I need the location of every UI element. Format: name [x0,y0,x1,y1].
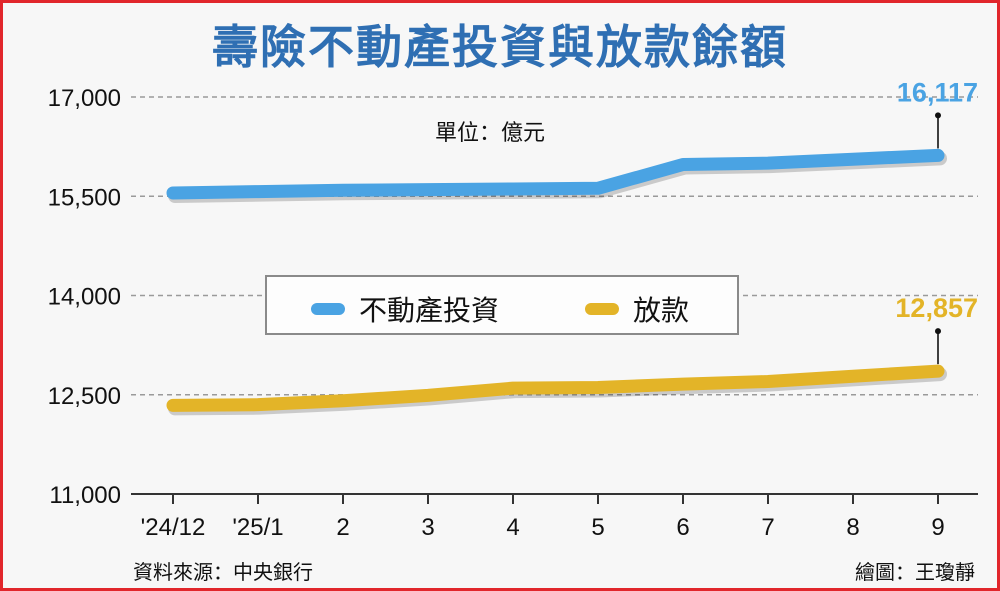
x-tick-label: 2 [336,514,349,541]
data-point-loans [682,383,684,385]
data-point-loans [597,386,599,388]
unit-label: 單位：億元 [435,121,546,146]
data-point-loans [257,404,259,406]
callout-dot [935,112,941,119]
x-tick-label: 9 [931,514,944,541]
data-point-real-estate [512,188,514,190]
callout-value-loans: 12,857 [895,293,978,323]
x-tick-label: 5 [591,514,604,541]
data-point-loans [172,404,174,406]
data-point-real-estate [597,187,599,189]
legend-item-loans: 放款 [585,289,689,329]
data-point-loans [427,394,429,396]
data-point-real-estate [172,192,174,194]
legend-item-real-estate: 不動產投資 [311,289,499,329]
data-point-loans [852,375,854,377]
series-line-loans [166,364,945,412]
x-tick-label: '25/1 [232,514,283,541]
data-point-real-estate [342,189,344,191]
data-point-real-estate [682,163,684,165]
callout-dot [935,328,941,335]
chart-title: 壽險不動產投資與放款餘額 [212,20,788,74]
data-point-real-estate [767,162,769,164]
legend: 不動產投資 放款 [265,275,739,335]
legend-label-real-estate: 不動產投資 [359,294,500,327]
data-point-loans [767,381,769,383]
data-point-real-estate [257,191,259,193]
x-tick-label: 4 [506,514,519,541]
data-point-real-estate [937,154,939,156]
series-line-real-estate [166,148,945,200]
line-chart: 11,000 12,500 14,000 15,500 17,000 '24/12 '25/… [48,77,978,541]
x-tick-label: 6 [676,514,689,541]
y-tick-label: 14,000 [48,284,121,311]
source-note: 資料來源：中央銀行 [133,560,313,584]
y-tick-label: 11,000 [49,482,121,509]
y-tick-label: 12,500 [48,383,121,410]
credit-note: 繪圖：王瓊靜 [855,560,975,584]
legend-label-loans: 放款 [633,294,690,327]
data-point-real-estate [427,189,429,191]
x-tick-label: 7 [761,514,774,541]
data-point-real-estate [852,158,854,160]
legend-swatch-loans [585,303,619,315]
x-tick-label: 3 [421,514,434,541]
x-tick-label: '24/12 [141,514,206,541]
data-point-loans [937,370,939,372]
callout-value-real-estate: 16,117 [897,77,978,107]
legend-swatch-real-estate [311,303,345,315]
x-tick-label: 8 [846,514,859,541]
data-point-loans [342,400,344,402]
y-tick-label: 15,500 [48,184,121,211]
data-point-loans [512,387,514,389]
y-tick-label: 17,000 [48,85,121,112]
